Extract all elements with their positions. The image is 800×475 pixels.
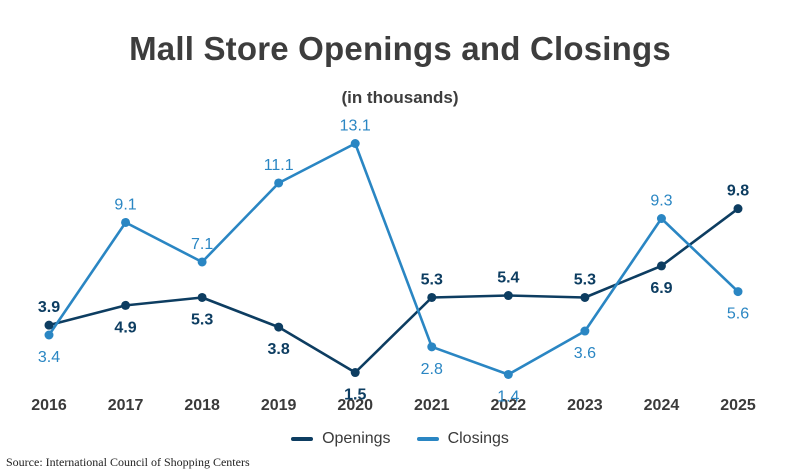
data-label: 9.3 — [650, 193, 672, 210]
x-tick-label: 2016 — [31, 397, 67, 414]
series-line-openings — [47, 207, 740, 374]
data-point — [197, 292, 207, 302]
data-point — [350, 139, 360, 148]
data-label: 13.1 — [340, 118, 371, 135]
data-label: 5.6 — [727, 306, 749, 323]
data-label: 3.6 — [574, 345, 596, 362]
chart-title: Mall Store Openings and Closings — [129, 30, 671, 67]
legend-label-closings: Closings — [447, 430, 509, 447]
legend-label-openings: Openings — [322, 430, 391, 447]
x-tick-label: 2019 — [261, 397, 297, 414]
data-label: 5.3 — [191, 311, 213, 328]
data-point — [733, 287, 743, 297]
data-label: 4.9 — [114, 319, 136, 336]
data-label: 11.1 — [264, 157, 294, 174]
data-point — [44, 330, 54, 340]
data-point — [580, 292, 590, 302]
data-point — [274, 322, 284, 332]
data-point — [580, 326, 590, 336]
data-point — [733, 204, 743, 214]
x-tick-label: 2024 — [644, 397, 680, 414]
data-label: 7.1 — [191, 236, 213, 253]
chart-subtitle: (in thousands) — [341, 88, 459, 107]
data-label: 5.3 — [421, 271, 443, 288]
data-point — [197, 257, 207, 267]
x-tick-label: 2017 — [108, 397, 144, 414]
data-point — [121, 300, 131, 310]
legend-item-openings: Openings — [291, 430, 391, 448]
legend-swatch-closings — [416, 437, 439, 441]
data-label: 3.4 — [38, 349, 60, 366]
x-tick-label: 2022 — [491, 397, 527, 414]
data-label: 1.5 — [344, 387, 366, 404]
data-label: 9.1 — [114, 196, 136, 213]
data-point — [427, 342, 437, 352]
data-point — [427, 292, 437, 302]
data-point — [274, 178, 284, 188]
data-label: 5.4 — [497, 270, 519, 287]
x-tick-label: 2018 — [184, 397, 220, 414]
x-tick-label: 2023 — [567, 397, 603, 414]
data-label: 3.8 — [268, 341, 290, 358]
data-label: 2.8 — [421, 361, 443, 378]
data-label: 5.3 — [574, 271, 596, 288]
data-point — [656, 214, 666, 224]
data-label: 1.4 — [497, 388, 519, 405]
data-point — [121, 217, 131, 227]
legend-swatch-openings — [291, 437, 314, 441]
data-point — [44, 320, 54, 330]
data-label: 6.9 — [650, 280, 672, 297]
source-note: Source: International Council of Shoppin… — [6, 455, 250, 469]
data-label: 9.8 — [727, 183, 749, 200]
legend-item-closings: Closings — [416, 430, 509, 448]
x-tick-label: 2025 — [720, 397, 756, 414]
data-point — [503, 291, 513, 301]
legend: Openings Closings — [0, 430, 800, 448]
data-point — [656, 261, 666, 271]
data-point — [350, 368, 360, 378]
series-line-closings — [47, 142, 740, 376]
data-label: 3.9 — [38, 299, 60, 316]
data-point — [503, 369, 513, 379]
x-tick-label: 2020 — [337, 397, 373, 414]
x-tick-label: 2021 — [414, 397, 450, 414]
